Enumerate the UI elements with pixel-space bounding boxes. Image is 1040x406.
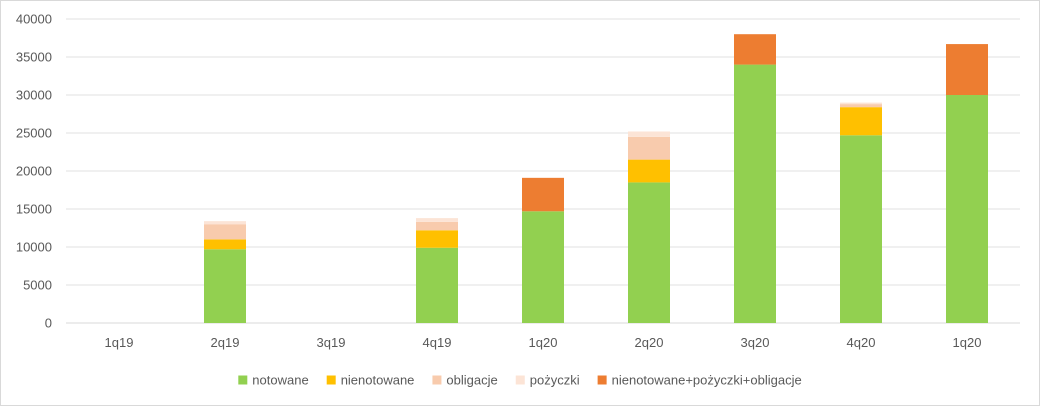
x-tick-label: 2q19 (211, 335, 240, 350)
x-tick-label: 3q19 (317, 335, 346, 350)
x-tick-label: 4q20 (847, 335, 876, 350)
legend-swatch (238, 375, 248, 385)
legend-swatch (432, 375, 442, 385)
bar-segment-notowane (734, 64, 776, 323)
bar-segment-po-yczki (204, 221, 246, 225)
bar-segment-notowane (840, 135, 882, 323)
y-tick-label: 0 (45, 316, 52, 331)
bar-segment-obligacje (840, 104, 882, 108)
bars (204, 34, 988, 323)
bar-segment-nienotowane (416, 230, 458, 248)
x-tick-label: 1q19 (105, 335, 134, 350)
bar-segment-po-yczki (416, 218, 458, 222)
legend-swatch (597, 375, 607, 385)
bar-segment-po-yczki (840, 102, 882, 105)
x-tick-label: 2q20 (635, 335, 664, 350)
bar-segment-notowane (204, 249, 246, 323)
bar-segment-obligacje (416, 221, 458, 231)
x-tick-label: 1q20 (953, 335, 982, 350)
y-tick-label: 10000 (16, 240, 52, 255)
y-tick-label: 40000 (16, 12, 52, 27)
bar-segment-nienotowane (840, 107, 882, 136)
legend-swatch (515, 375, 525, 385)
x-tick-label: 1q20 (529, 335, 558, 350)
bar-segment-nienotowane-po-yczki-obligacje (522, 177, 564, 212)
y-tick-label: 30000 (16, 88, 52, 103)
y-tick-label: 20000 (16, 164, 52, 179)
bar-segment-obligacje (628, 136, 670, 160)
bar-segment-nienotowane (628, 159, 670, 183)
bar-segment-nienotowane-po-yczki-obligacje (734, 34, 776, 65)
legend-label: pożyczki (530, 373, 580, 388)
legend-swatch (326, 375, 336, 385)
y-tick-label: 5000 (23, 278, 52, 293)
legend-label: obligacje (446, 373, 497, 388)
legend-label: notowane (252, 373, 308, 388)
x-tick-label: 4q19 (423, 335, 452, 350)
bar-segment-notowane (946, 95, 988, 323)
bar-segment-notowane (628, 182, 670, 323)
legend: notowane nienotowane obligacje pożyczki nien… (238, 373, 802, 388)
bar-segment-nienotowane (204, 239, 246, 250)
bar-segment-obligacje (204, 224, 246, 240)
bar-segment-notowane (416, 247, 458, 323)
y-axis-ticks: 0 5000 10000 15000 20000 25000 30000 35000 40000 (16, 12, 52, 331)
x-axis-ticks: 1q19 2q19 3q19 4q19 1q20 2q20 3q20 4q20 1q20 (105, 335, 982, 350)
bar-segment-notowane (522, 211, 564, 323)
legend-label: nienotowane (341, 373, 415, 388)
bar-segment-po-yczki (628, 131, 670, 137)
y-tick-label: 25000 (16, 126, 52, 141)
bar-segment-nienotowane-po-yczki-obligacje (946, 44, 988, 95)
x-tick-label: 3q20 (741, 335, 770, 350)
y-tick-label: 15000 (16, 202, 52, 217)
legend-label: nienotowane+pożyczki+obligacje (612, 373, 802, 388)
y-tick-label: 35000 (16, 50, 52, 65)
